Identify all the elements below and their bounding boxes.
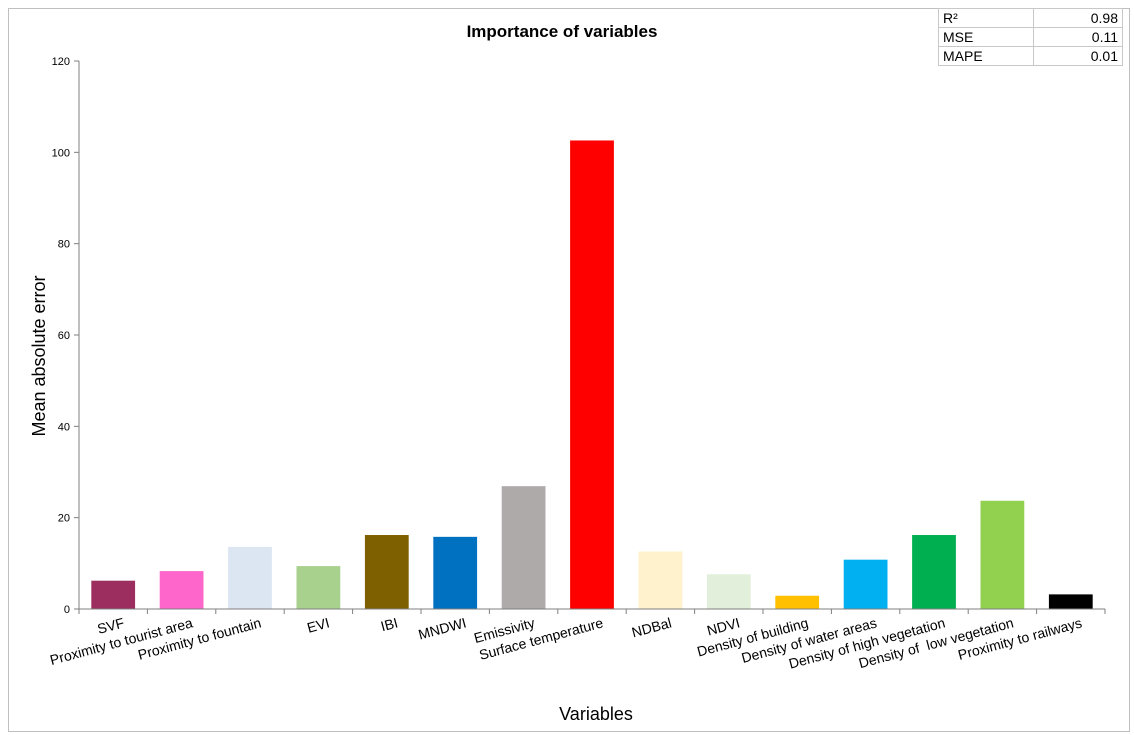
chart-title: Importance of variables — [467, 22, 658, 41]
metric-value: 0.01 — [1033, 46, 1123, 66]
bar-evi — [296, 566, 341, 609]
bar-proximity-to-railways — [1048, 594, 1093, 609]
bar-emissivity — [501, 486, 546, 609]
y-axis-label: Mean absolute error — [29, 275, 49, 436]
bar-ndbal — [638, 551, 683, 609]
bars-group — [91, 140, 1093, 609]
x-tick-label: EVI — [305, 614, 331, 635]
x-tick-label: MNDWI — [417, 614, 468, 642]
y-tick-label: 20 — [58, 513, 70, 525]
x-tick-label: NDBal — [630, 614, 673, 640]
bar-surface-temperature — [570, 140, 614, 609]
metric-name: MSE — [938, 27, 1034, 47]
chart-frame — [8, 8, 1130, 732]
x-axis-label: Variables — [559, 704, 633, 724]
metric-value: 0.11 — [1033, 27, 1123, 47]
bar-density-of-high-vegetation — [912, 535, 956, 609]
metric-row: MSE 0.11 — [938, 27, 1123, 47]
bar-density-of-low-vegetation — [980, 500, 1025, 609]
metric-name: MAPE — [938, 46, 1034, 66]
metric-row: R² 0.98 — [938, 8, 1123, 28]
metric-name: R² — [938, 8, 1034, 28]
bar-ibi — [364, 535, 409, 609]
metric-value: 0.98 — [1033, 8, 1123, 28]
metrics-table: R² 0.98 MSE 0.11 MAPE 0.01 — [938, 8, 1123, 66]
y-tick-label: 60 — [58, 330, 70, 342]
bar-mndwi — [433, 536, 478, 609]
y-axis-ticks: 0 20 40 60 80 100 120 — [52, 56, 79, 616]
x-tick-label: SVF — [96, 614, 126, 637]
y-tick-label: 40 — [58, 421, 70, 433]
y-tick-label: 0 — [64, 604, 70, 616]
bar-density-of-building — [775, 595, 820, 609]
metric-row: MAPE 0.01 — [938, 46, 1123, 66]
y-tick-label: 120 — [52, 56, 70, 68]
bar-svf — [91, 580, 136, 609]
bar-ndvi — [706, 574, 751, 609]
y-tick-label: 100 — [52, 147, 70, 159]
y-tick-label: 80 — [58, 239, 70, 251]
bar-proximity-to-tourist-area — [159, 571, 204, 609]
x-tick-label: IBI — [379, 614, 400, 634]
bar-density-of-water-areas — [843, 559, 888, 609]
bar-proximity-to-fountain — [228, 546, 272, 609]
